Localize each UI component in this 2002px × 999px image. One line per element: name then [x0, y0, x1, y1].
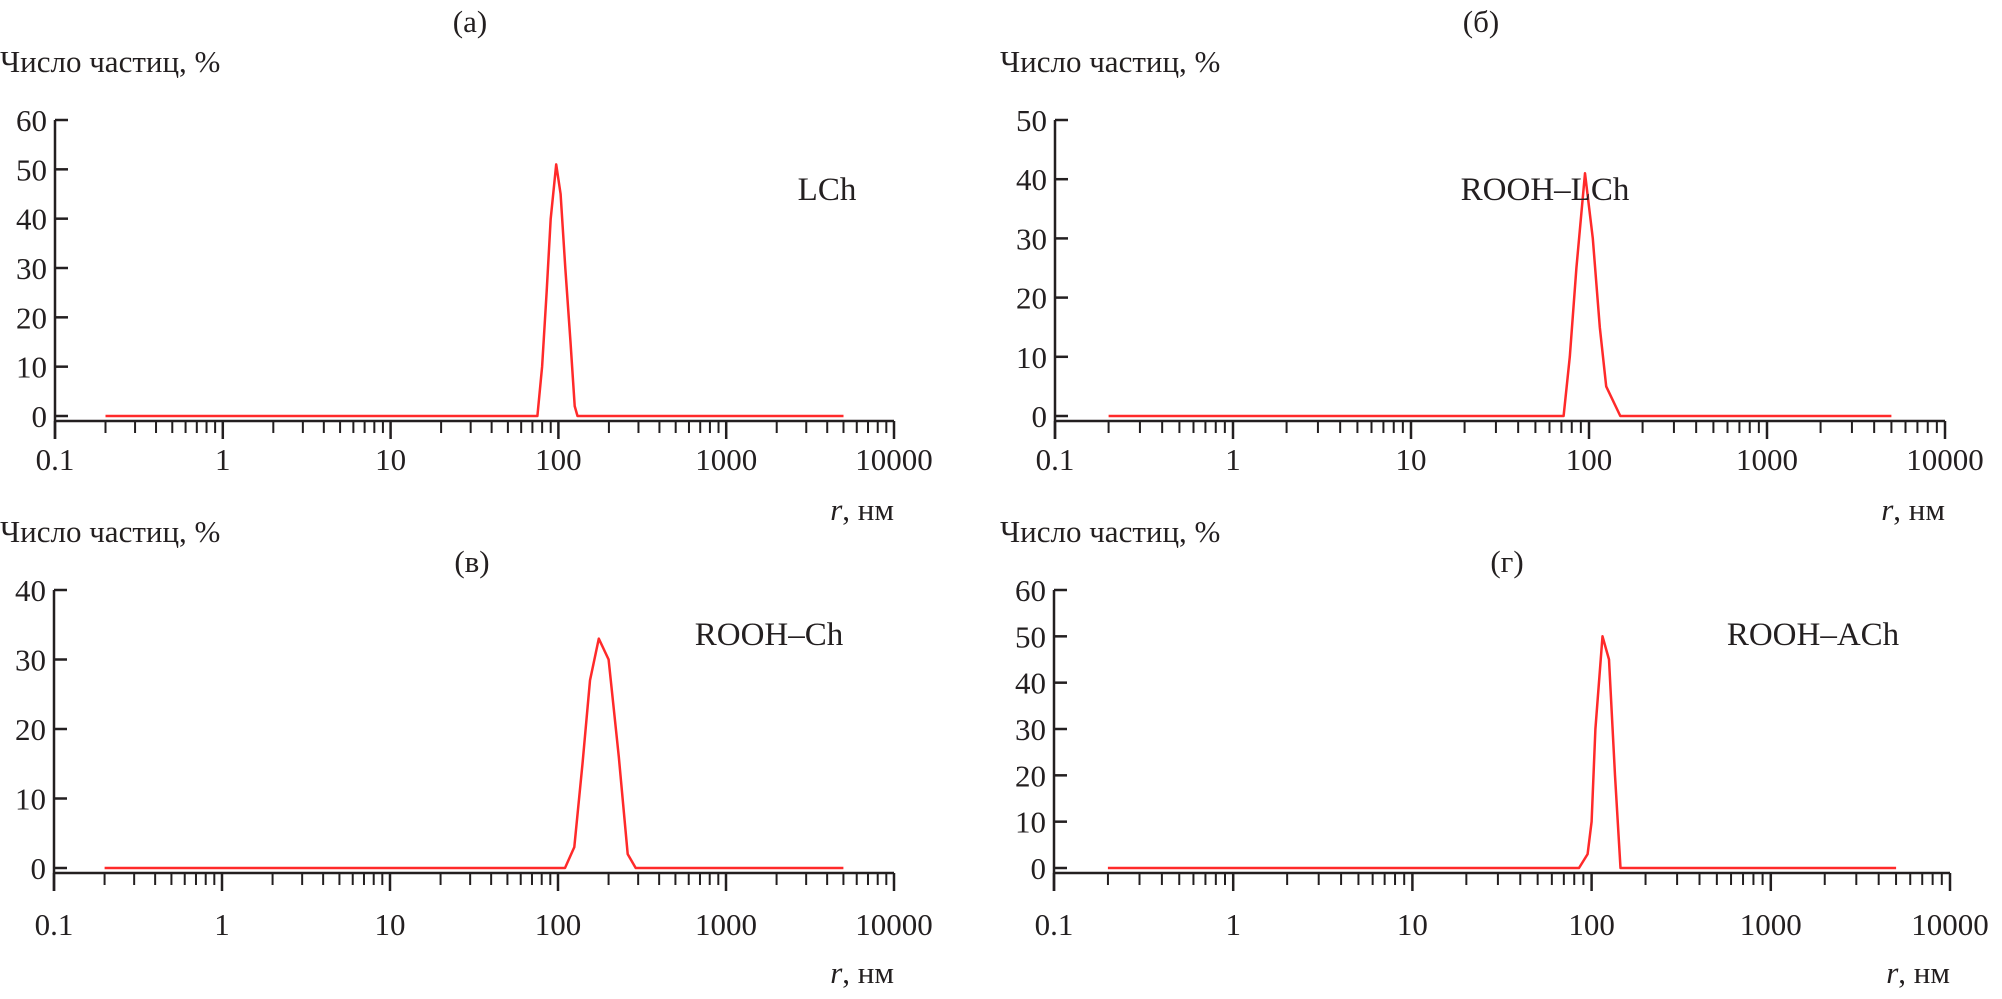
series-label: ROOH–ACh — [1727, 617, 1900, 653]
y-tick-label: 0 — [1031, 851, 1047, 886]
series-label: ROOH–Ch — [695, 617, 844, 653]
x-tick-label: 1 — [1225, 907, 1241, 942]
x-tick-label: 10 — [1396, 442, 1427, 477]
y-tick-label: 0 — [31, 851, 47, 886]
series-line — [104, 637, 844, 870]
panel-label: (а) — [453, 4, 487, 39]
y-tick-label: 10 — [16, 350, 47, 385]
x-axis-label: r, нм — [1886, 955, 1950, 990]
y-tick-label: 30 — [16, 251, 47, 286]
y-tick-label: 20 — [15, 712, 46, 747]
series-label: ROOH–LCh — [1461, 172, 1630, 208]
y-tick-label: 30 — [1015, 712, 1046, 747]
y-axis-label: Число частиц, % — [0, 514, 220, 549]
series-label: LCh — [798, 172, 857, 208]
chart-panel-3: (в) Число частиц, % 0 10 20 30 40 0.1 1 10 100 1000… — [0, 514, 933, 990]
x-tick-label: 0.1 — [1035, 907, 1074, 942]
x-tick-label: 100 — [535, 907, 582, 942]
x-tick-label: 10000 — [1911, 907, 1989, 942]
y-tick-label: 60 — [1015, 573, 1046, 608]
x-tick-label: 0.1 — [1036, 442, 1075, 477]
chart-panel-2: (б) Число частиц, % 0 10 20 30 40 50 0.1 1 10 100 10… — [1000, 4, 1984, 527]
x-tick-label: 10 — [375, 442, 406, 477]
x-tick-label: 100 — [535, 442, 582, 477]
x-tick-label: 0.1 — [36, 442, 75, 477]
x-axis-label-var: r — [830, 955, 843, 990]
x-axis-label: r, нм — [1881, 492, 1945, 527]
y-tick-label: 20 — [1016, 281, 1047, 316]
x-tick-label: 1 — [1225, 442, 1241, 477]
y-axis-label: Число частиц, % — [1000, 44, 1220, 79]
y-tick-label: 50 — [16, 152, 47, 187]
y-tick-label: 60 — [16, 103, 47, 138]
x-tick-label: 10 — [1397, 907, 1428, 942]
x-axis-label-var: r — [1881, 492, 1894, 527]
x-tick-label: 1 — [215, 442, 231, 477]
series-line — [105, 163, 844, 418]
x-tick-label: 10 — [375, 907, 406, 942]
panel-label: (в) — [454, 544, 489, 579]
x-axis-label-var: r — [1886, 955, 1899, 990]
x-tick-label: 1000 — [695, 442, 757, 477]
x-tick-label: 1000 — [1736, 442, 1798, 477]
panel-label: (б) — [1463, 4, 1499, 39]
y-tick-label: 40 — [15, 573, 46, 608]
y-tick-label: 50 — [1016, 103, 1047, 138]
x-axis-label: r, нм — [830, 955, 894, 990]
y-tick-label: 30 — [1016, 221, 1047, 256]
x-axis-label-unit: , нм — [842, 955, 894, 990]
chart-panel-4: (г) Число частиц, % 0 10 20 30 40 50 60 0.1 1 10 100… — [1000, 514, 1989, 990]
y-tick-label: 0 — [1032, 399, 1048, 434]
x-tick-label: 10000 — [855, 442, 933, 477]
y-tick-label: 30 — [15, 643, 46, 678]
y-tick-label: 10 — [15, 782, 46, 817]
x-axis-label-unit: , нм — [1893, 492, 1945, 527]
y-tick-label: 20 — [16, 300, 47, 335]
x-axis-label-unit: , нм — [842, 492, 894, 527]
y-tick-label: 10 — [1016, 340, 1047, 375]
y-tick-label: 40 — [1016, 162, 1047, 197]
x-tick-label: 1000 — [695, 907, 757, 942]
x-axis-label: r, нм — [830, 492, 894, 527]
y-tick-label: 40 — [16, 202, 47, 237]
y-tick-label: 10 — [1015, 805, 1046, 840]
series-line — [1108, 172, 1892, 418]
x-axis-label-var: r — [830, 492, 843, 527]
y-tick-label: 0 — [32, 399, 48, 434]
y-axis-label: Число частиц, % — [0, 44, 220, 79]
x-tick-label: 1 — [214, 907, 230, 942]
y-tick-label: 40 — [1015, 666, 1046, 701]
y-tick-label: 50 — [1015, 619, 1046, 654]
x-axis-label-unit: , нм — [1898, 955, 1950, 990]
x-tick-label: 10000 — [1906, 442, 1984, 477]
x-tick-label: 0.1 — [35, 907, 74, 942]
x-tick-label: 100 — [1568, 907, 1615, 942]
y-tick-label: 20 — [1015, 758, 1046, 793]
y-axis-label: Число частиц, % — [1000, 514, 1220, 549]
chart-panel-1: (а) Число частиц, % 0 10 20 30 40 50 60 0.1 1 10 100… — [0, 4, 933, 527]
series-line — [1107, 635, 1897, 870]
panel-label: (г) — [1490, 544, 1523, 579]
x-tick-label: 100 — [1566, 442, 1613, 477]
x-tick-label: 1000 — [1740, 907, 1802, 942]
x-tick-label: 10000 — [855, 907, 933, 942]
